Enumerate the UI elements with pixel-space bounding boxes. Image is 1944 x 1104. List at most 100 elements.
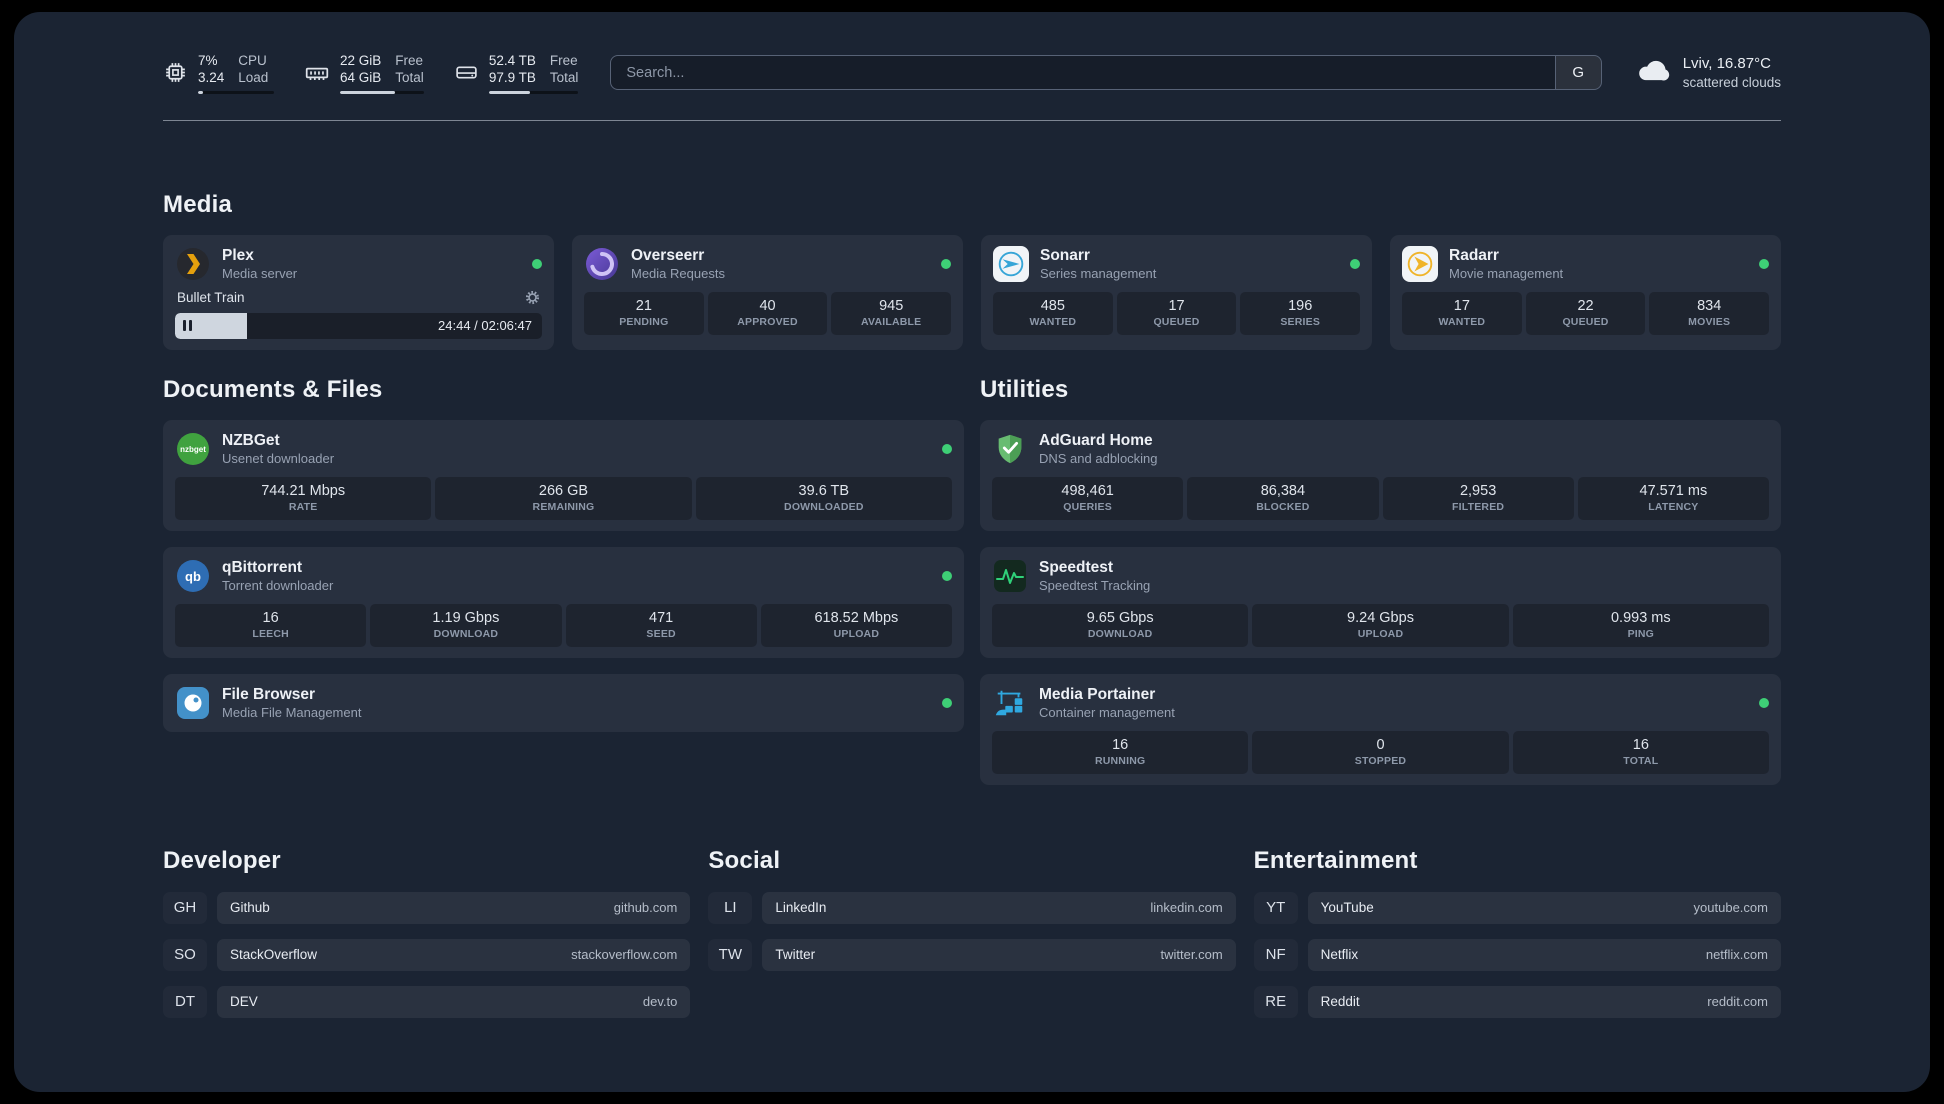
nzbget-stats: 744.21 Mbps RATE 266 GB REMAINING 39.6 T…: [175, 476, 952, 520]
service-subtitle: Media server: [222, 265, 298, 281]
memory-usage-bar-fill: [340, 90, 396, 94]
stat-total: 16 TOTAL: [1512, 730, 1769, 774]
stat-remaining: 266 GB REMAINING: [435, 476, 692, 520]
cpu-usage: 7%: [198, 53, 218, 68]
search-provider-button[interactable]: G: [1554, 56, 1601, 90]
filebrowser-icon: [175, 685, 211, 721]
memory-free: 22 GiB: [340, 53, 382, 68]
service-subtitle: Usenet downloader: [222, 450, 335, 466]
section-title-social: Social: [708, 846, 781, 874]
topbar-divider: [163, 119, 1781, 121]
cpu-icon: [163, 60, 188, 85]
service-card-filebrowser[interactable]: File Browser Media File Management: [163, 673, 964, 732]
adguard-header: AdGuard Home DNS and adblocking: [992, 431, 1769, 467]
service-name: Plex: [222, 246, 254, 264]
stat-latency: 47.571 ms LATENCY: [1577, 476, 1769, 520]
bookmark-link-github[interactable]: Github github.com: [217, 891, 691, 924]
svg-text:qb: qb: [185, 569, 201, 584]
service-name: Overseerr: [631, 246, 705, 264]
stat-running: 16 RUNNING: [992, 730, 1249, 774]
bookmark-row: SO StackOverflow stackoverflow.com: [163, 938, 691, 971]
bookmark-group-developer: Developer GH Github github.com SO StackO…: [163, 847, 691, 1018]
bookmark-link-stackoverflow[interactable]: StackOverflow stackoverflow.com: [217, 938, 691, 971]
service-card-sonarr[interactable]: Sonarr Series management 485 WANTED 17 Q…: [981, 234, 1372, 350]
service-subtitle: Container management: [1039, 704, 1175, 720]
now-playing-row: Bullet Train: [175, 290, 542, 305]
service-name: Media Portainer: [1039, 685, 1156, 703]
cloud-icon: [1634, 52, 1670, 93]
service-name: Sonarr: [1040, 246, 1090, 264]
bookmark-link-dev[interactable]: DEV dev.to: [217, 985, 691, 1018]
service-subtitle: DNS and adblocking: [1039, 450, 1158, 466]
service-card-adguard[interactable]: AdGuard Home DNS and adblocking 498,461 …: [980, 419, 1781, 531]
stat-movies: 834 MOVIES: [1649, 291, 1770, 335]
speedtest-stats: 9.65 Gbps DOWNLOAD 9.24 Gbps UPLOAD 0.99…: [992, 603, 1769, 647]
service-name: Speedtest: [1039, 558, 1114, 576]
service-name: File Browser: [222, 685, 316, 703]
plex-header: Plex Media server: [175, 246, 542, 282]
service-subtitle: Media File Management: [222, 704, 362, 720]
bookmark-link-twitter[interactable]: Twitter twitter.com: [762, 938, 1236, 971]
gear-icon[interactable]: [525, 290, 540, 305]
playback-progress-fill: [175, 312, 247, 339]
nzbget-icon: nzbget: [175, 431, 211, 467]
overseerr-icon: [584, 246, 620, 282]
bookmark-link-linkedin[interactable]: LinkedIn linkedin.com: [762, 891, 1236, 924]
plex-icon: [175, 246, 211, 282]
weather-widget: Lviv, 16.87°C scattered clouds: [1634, 52, 1781, 93]
service-card-portainer[interactable]: Media Portainer Container management 16 …: [980, 673, 1781, 785]
portainer-icon: [992, 685, 1028, 721]
stat-downloaded: 39.6 TB DOWNLOADED: [695, 476, 952, 520]
service-card-nzbget[interactable]: nzbget NZBGet Usenet downloader 744.21 M…: [163, 419, 964, 531]
disk-total: 97.9 TB: [488, 70, 536, 86]
bookmark-link-youtube[interactable]: YouTube youtube.com: [1307, 891, 1781, 924]
memory-widget: 22 GiB 64 GiB Free Total: [304, 52, 424, 94]
stat-queries: 498,461 QUERIES: [992, 476, 1184, 520]
cpu-load-label: Load: [238, 70, 269, 86]
overseerr-stats: 21 PENDING 40 APPROVED 945 AVAILABLE: [584, 291, 952, 335]
bookmark-abbr: SO: [163, 939, 207, 971]
memory-total: 64 GiB: [340, 70, 382, 86]
radarr-stats: 17 WANTED 22 QUEUED 834 MOVIES: [1402, 291, 1770, 335]
radarr-header: Radarr Movie management: [1402, 245, 1769, 282]
search-input[interactable]: [611, 56, 1555, 90]
topbar: 7% 3.24 CPU Load: [163, 52, 1781, 94]
stat-download: 9.65 Gbps DOWNLOAD: [992, 603, 1249, 647]
service-card-overseerr[interactable]: Overseerr Media Requests 21 PENDING 40 A…: [572, 234, 963, 350]
service-card-qbittorrent[interactable]: qb qBittorrent Torrent downloader 16: [163, 546, 964, 658]
adguard-stats: 498,461 QUERIES 86,384 BLOCKED 2,953 FIL…: [992, 476, 1769, 520]
stat-approved: 40 APPROVED: [707, 291, 828, 335]
cpu-usage-bar-fill: [198, 90, 204, 94]
service-card-plex[interactable]: Plex Media server Bullet Train: [163, 234, 554, 350]
bookmark-row: DT DEV dev.to: [163, 985, 691, 1018]
svg-text:nzbget: nzbget: [180, 445, 206, 454]
service-card-speedtest[interactable]: Speedtest Speedtest Tracking 9.65 Gbps D…: [980, 546, 1781, 658]
service-name: AdGuard Home: [1039, 431, 1153, 449]
bookmark-row: RE Reddit reddit.com: [1254, 985, 1781, 1018]
service-subtitle: Speedtest Tracking: [1039, 577, 1151, 593]
qbittorrent-header: qb qBittorrent Torrent downloader: [175, 558, 952, 594]
pause-icon[interactable]: [183, 320, 192, 332]
search-bar: G: [610, 55, 1602, 91]
dashboard: 7% 3.24 CPU Load: [14, 12, 1930, 1092]
bookmark-row: NF Netflix netflix.com: [1254, 938, 1781, 971]
service-card-radarr[interactable]: Radarr Movie management 17 WANTED 22 QUE…: [1390, 234, 1781, 350]
stat-stopped: 0 STOPPED: [1252, 730, 1509, 774]
bookmark-link-netflix[interactable]: Netflix netflix.com: [1307, 938, 1781, 971]
sonarr-stats: 485 WANTED 17 QUEUED 196 SERIES: [993, 291, 1361, 335]
stat-queued: 17 QUEUED: [1116, 291, 1237, 335]
status-dot: [1759, 258, 1769, 269]
section-title-entertainment: Entertainment: [1253, 846, 1418, 874]
entertainment-bookmarks: YT YouTube youtube.com NF Netflix netfli…: [1254, 891, 1781, 1018]
disk-free: 52.4 TB: [488, 53, 536, 68]
stat-blocked: 86,384 BLOCKED: [1187, 476, 1379, 520]
stat-seed: 471 SEED: [565, 603, 757, 647]
stat-wanted: 17 WANTED: [1402, 291, 1522, 335]
disk-readout: 52.4 TB 97.9 TB Free Total: [488, 52, 579, 94]
system-resources: 7% 3.24 CPU Load: [163, 52, 579, 94]
bookmark-link-reddit[interactable]: Reddit reddit.com: [1307, 985, 1781, 1018]
section-title-media: Media: [163, 190, 233, 218]
status-dot: [532, 258, 542, 269]
stat-available: 945 AVAILABLE: [831, 291, 952, 335]
sonarr-icon: [993, 245, 1029, 282]
